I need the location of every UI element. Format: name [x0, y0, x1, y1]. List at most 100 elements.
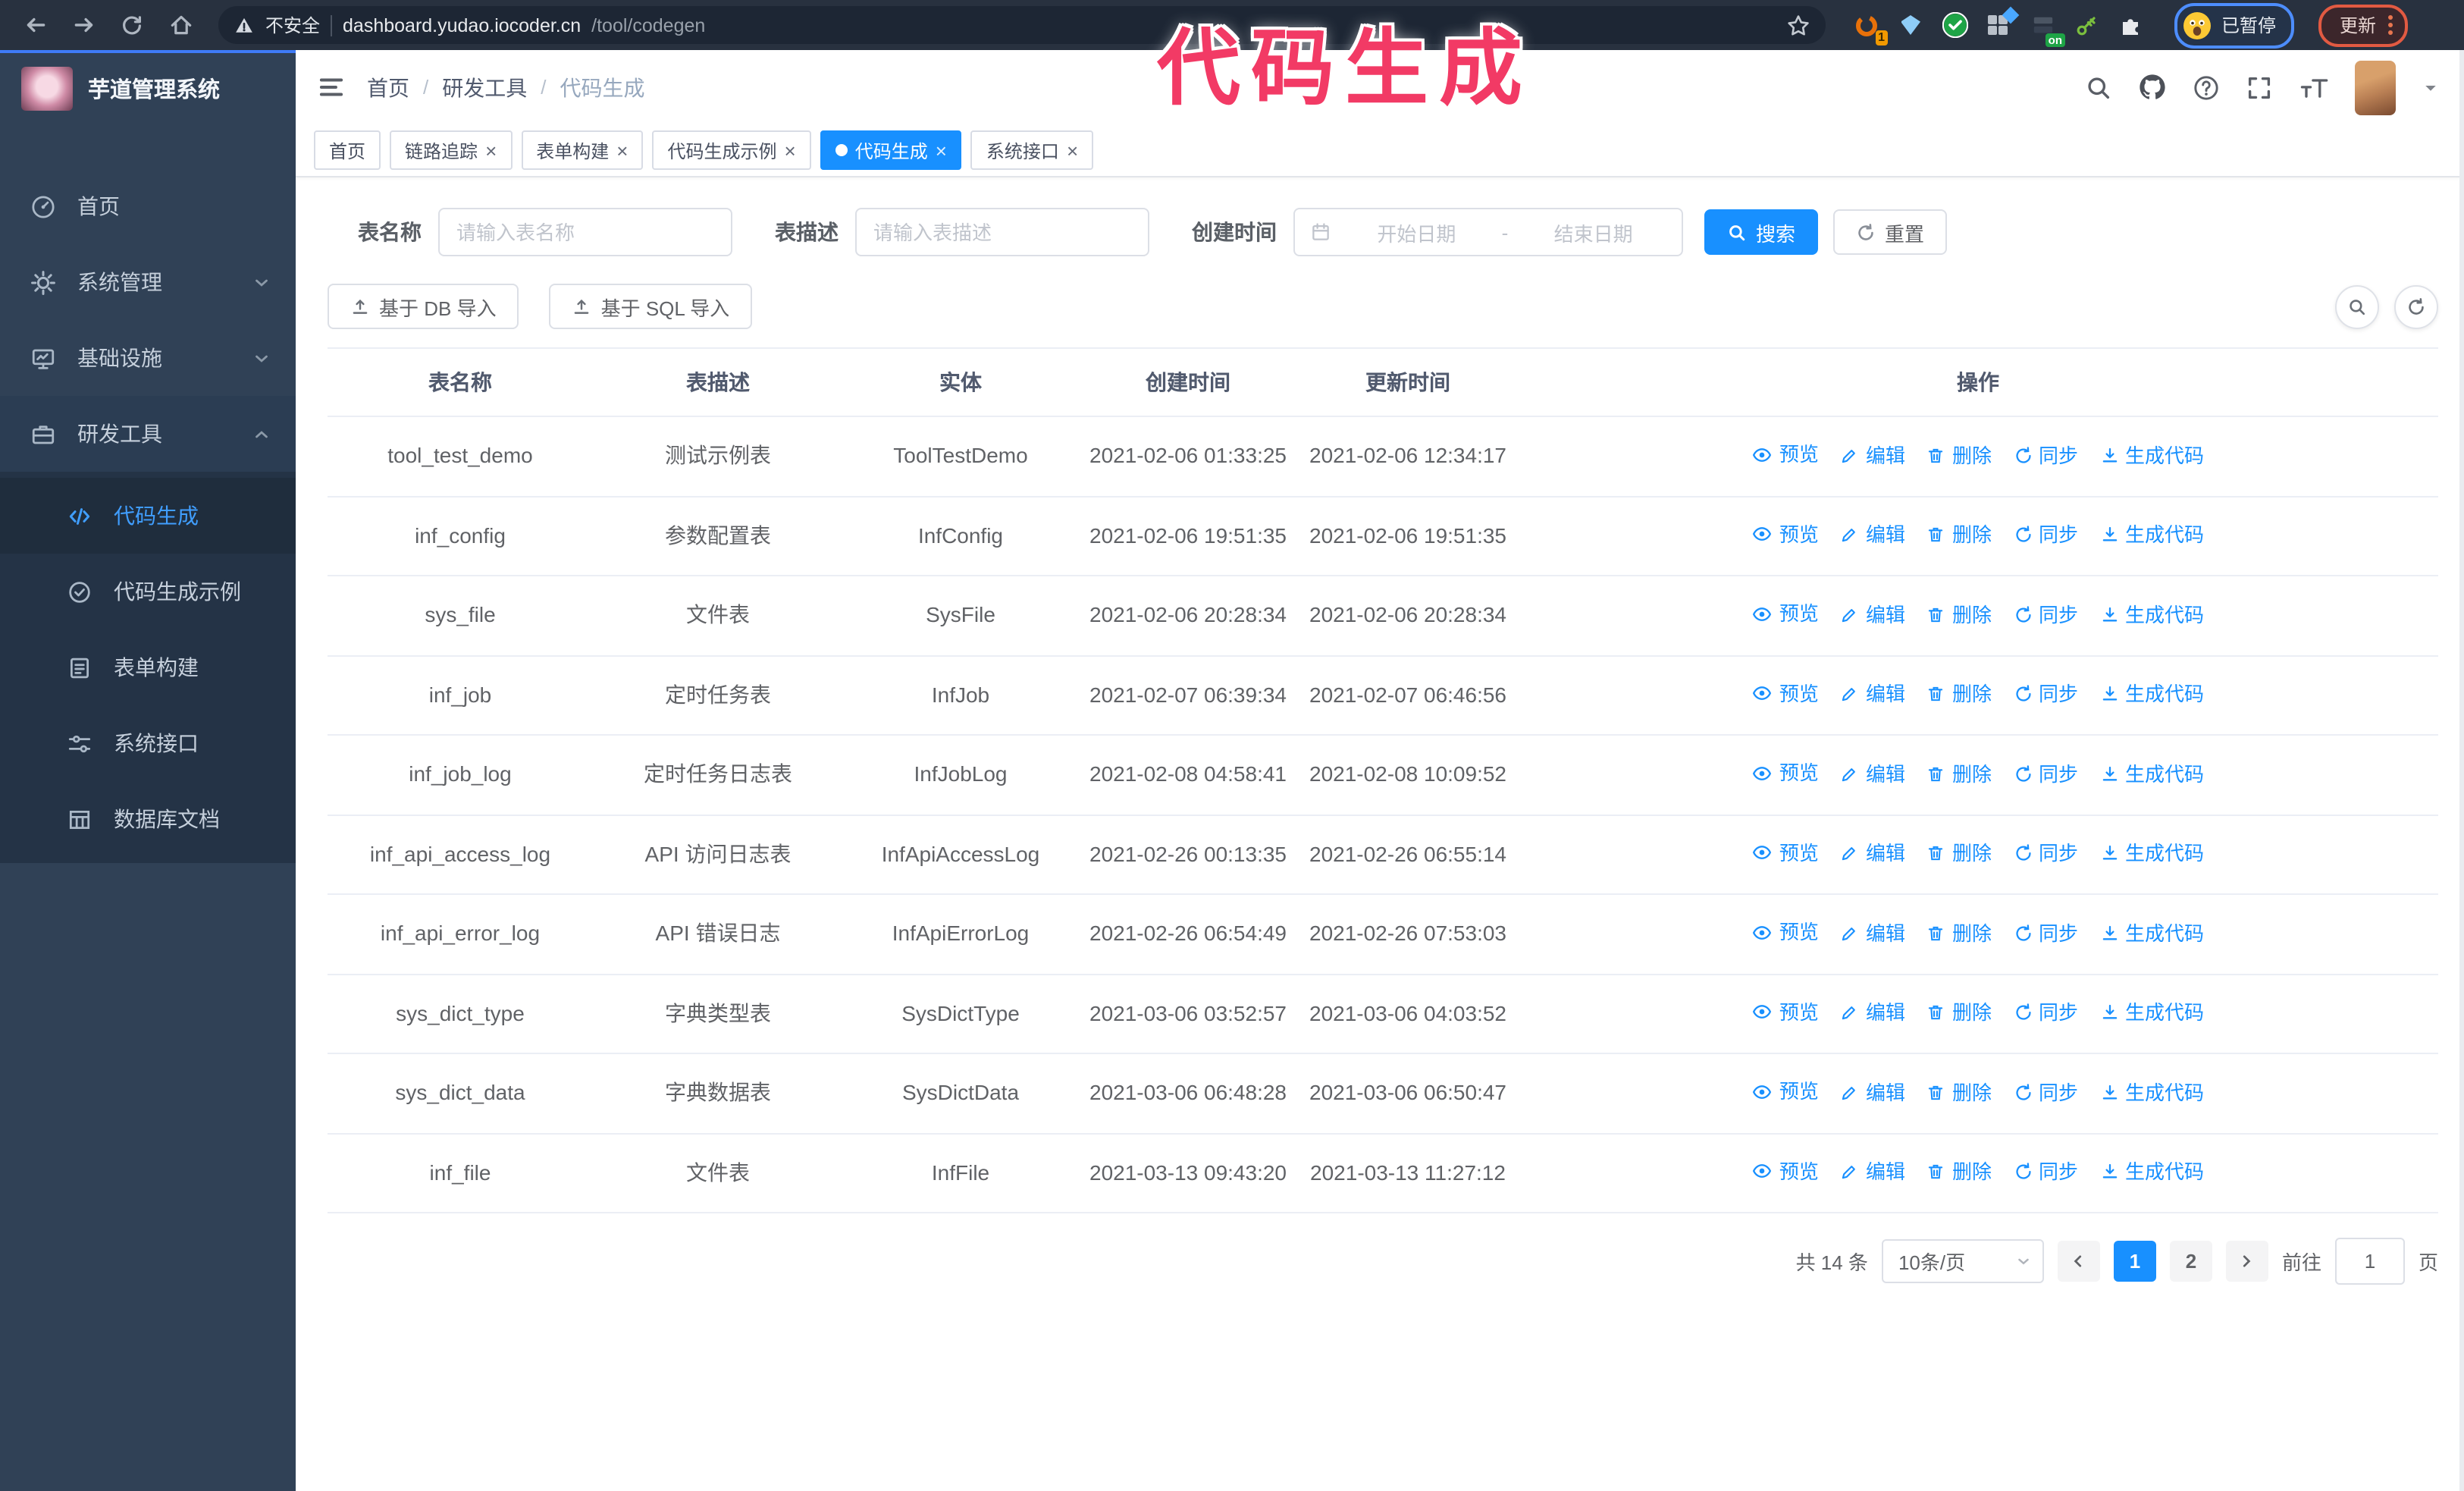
prev-page-button[interactable] — [2057, 1241, 2100, 1282]
table-name-input[interactable] — [438, 208, 732, 256]
row-action[interactable]: 同步 — [2013, 439, 2078, 471]
extension-orange-icon[interactable]: 1 — [1853, 11, 1888, 45]
import-button[interactable]: 基于 SQL 导入 — [549, 284, 753, 329]
row-action[interactable]: 生成代码 — [2099, 1156, 2204, 1188]
row-action[interactable]: 删除 — [1926, 678, 1992, 710]
row-action[interactable]: 生成代码 — [2099, 439, 2204, 471]
row-action[interactable]: 预览 — [1752, 1075, 1819, 1107]
github-icon[interactable] — [2138, 73, 2167, 102]
row-action[interactable]: 编辑 — [1840, 439, 1905, 471]
tab[interactable]: 系统接口 × — [970, 130, 1094, 170]
row-action[interactable]: 同步 — [2013, 598, 2078, 630]
sidebar-menu-item[interactable]: 首页 — [0, 168, 296, 244]
browser-back-button[interactable] — [15, 5, 55, 45]
row-action[interactable]: 编辑 — [1840, 997, 1905, 1028]
reset-button[interactable]: 重置 — [1833, 209, 1948, 255]
row-action[interactable]: 生成代码 — [2099, 678, 2204, 710]
row-action[interactable]: 预览 — [1752, 996, 1819, 1028]
address-bar[interactable]: 不安全 dashboard.yudao.iocoder.cn/tool/code… — [218, 6, 1826, 44]
row-action[interactable]: 同步 — [2013, 917, 2078, 949]
row-action[interactable]: 编辑 — [1840, 917, 1905, 949]
search-icon[interactable] — [2085, 74, 2112, 101]
row-action[interactable]: 编辑 — [1840, 758, 1905, 789]
row-action[interactable]: 预览 — [1752, 438, 1819, 470]
breadcrumb-item[interactable]: 代码生成 — [560, 75, 645, 99]
table-desc-input[interactable] — [855, 208, 1149, 256]
close-icon[interactable]: × — [935, 139, 947, 162]
row-action[interactable]: 删除 — [1926, 997, 1992, 1028]
sidebar-menu-item[interactable]: 系统管理 — [0, 244, 296, 320]
row-action[interactable]: 删除 — [1926, 837, 1992, 869]
row-action[interactable]: 编辑 — [1840, 1076, 1905, 1108]
next-page-button[interactable] — [2225, 1241, 2268, 1282]
extension-shield-check-icon[interactable] — [1941, 11, 1968, 39]
row-action[interactable]: 预览 — [1752, 837, 1819, 868]
tab[interactable]: 代码生成 × — [820, 130, 962, 170]
sidebar-menu-item[interactable]: 研发工具 — [0, 396, 296, 472]
font-size-icon[interactable] — [2299, 74, 2329, 101]
row-action[interactable]: 预览 — [1752, 1155, 1819, 1187]
browser-profile-chip[interactable]: 已暂停 — [2174, 2, 2295, 48]
browser-home-button[interactable] — [161, 5, 200, 45]
sidebar-menu-item[interactable]: 系统接口 — [0, 705, 296, 781]
browser-update-button[interactable]: 更新 — [2318, 4, 2409, 46]
row-action[interactable]: 编辑 — [1840, 1156, 1905, 1188]
row-action[interactable]: 删除 — [1926, 917, 1992, 949]
row-action[interactable]: 删除 — [1926, 1076, 1992, 1108]
tab[interactable]: 表单构建 × — [521, 130, 644, 170]
refresh-table-button[interactable] — [2394, 284, 2438, 328]
close-icon[interactable]: × — [616, 139, 629, 162]
row-action[interactable]: 同步 — [2013, 837, 2078, 869]
row-action[interactable]: 删除 — [1926, 439, 1992, 471]
row-action[interactable]: 生成代码 — [2099, 598, 2204, 630]
row-action[interactable]: 同步 — [2013, 758, 2078, 789]
tab[interactable]: 链路追踪 × — [390, 130, 513, 170]
row-action[interactable]: 编辑 — [1840, 837, 1905, 869]
menu-dots-icon[interactable] — [2388, 15, 2393, 35]
row-action[interactable]: 预览 — [1752, 916, 1819, 948]
row-action[interactable]: 预览 — [1752, 598, 1819, 629]
row-action[interactable]: 编辑 — [1840, 519, 1905, 551]
date-range-picker[interactable]: 开始日期 - 结束日期 — [1293, 208, 1683, 256]
row-action[interactable]: 删除 — [1926, 758, 1992, 789]
app-logo[interactable]: 芋道管理系统 — [0, 50, 296, 126]
row-action[interactable]: 同步 — [2013, 1076, 2078, 1108]
extensions-puzzle-icon[interactable] — [2117, 11, 2144, 39]
row-action[interactable]: 编辑 — [1840, 678, 1905, 710]
close-icon[interactable]: × — [1066, 139, 1079, 162]
caret-down-icon[interactable] — [2422, 78, 2440, 96]
sidebar-menu-item[interactable]: 表单构建 — [0, 629, 296, 705]
extension-key-icon[interactable] — [2073, 11, 2100, 39]
help-icon[interactable] — [2193, 74, 2220, 101]
row-action[interactable]: 同步 — [2013, 997, 2078, 1028]
row-action[interactable]: 生成代码 — [2099, 758, 2204, 789]
sidebar-toggle-icon[interactable] — [317, 73, 346, 102]
row-action[interactable]: 生成代码 — [2099, 519, 2204, 551]
search-button[interactable]: 搜索 — [1704, 209, 1819, 255]
row-action[interactable]: 同步 — [2013, 519, 2078, 551]
extension-dark-icon[interactable]: on — [2029, 11, 2065, 46]
row-action[interactable]: 预览 — [1752, 757, 1819, 789]
row-action[interactable]: 生成代码 — [2099, 1076, 2204, 1108]
fullscreen-icon[interactable] — [2246, 74, 2273, 101]
tab[interactable]: 首页 — [314, 130, 381, 170]
goto-page-input[interactable] — [2334, 1238, 2405, 1285]
close-icon[interactable]: × — [784, 139, 796, 162]
row-action[interactable]: 预览 — [1752, 677, 1819, 709]
row-action[interactable]: 同步 — [2013, 678, 2078, 710]
sidebar-menu-item[interactable]: 代码生成 — [0, 478, 296, 554]
row-action[interactable]: 编辑 — [1840, 598, 1905, 630]
sidebar-menu-item[interactable]: 代码生成示例 — [0, 554, 296, 629]
row-action[interactable]: 同步 — [2013, 1156, 2078, 1188]
bookmark-star-icon[interactable] — [1786, 13, 1810, 37]
sidebar-menu-item[interactable]: 数据库文档 — [0, 781, 296, 857]
sidebar-menu-item[interactable]: 基础设施 — [0, 320, 296, 396]
extension-gem-icon[interactable] — [1897, 11, 1924, 39]
close-icon[interactable]: × — [485, 139, 497, 162]
import-button[interactable]: 基于 DB 导入 — [328, 284, 519, 329]
browser-reload-button[interactable] — [112, 5, 152, 45]
breadcrumb-item[interactable]: 首页 — [367, 75, 409, 99]
page-number-button[interactable]: 2 — [2169, 1241, 2212, 1282]
extension-grid-icon[interactable] — [1985, 5, 2020, 39]
row-action[interactable]: 生成代码 — [2099, 997, 2204, 1028]
